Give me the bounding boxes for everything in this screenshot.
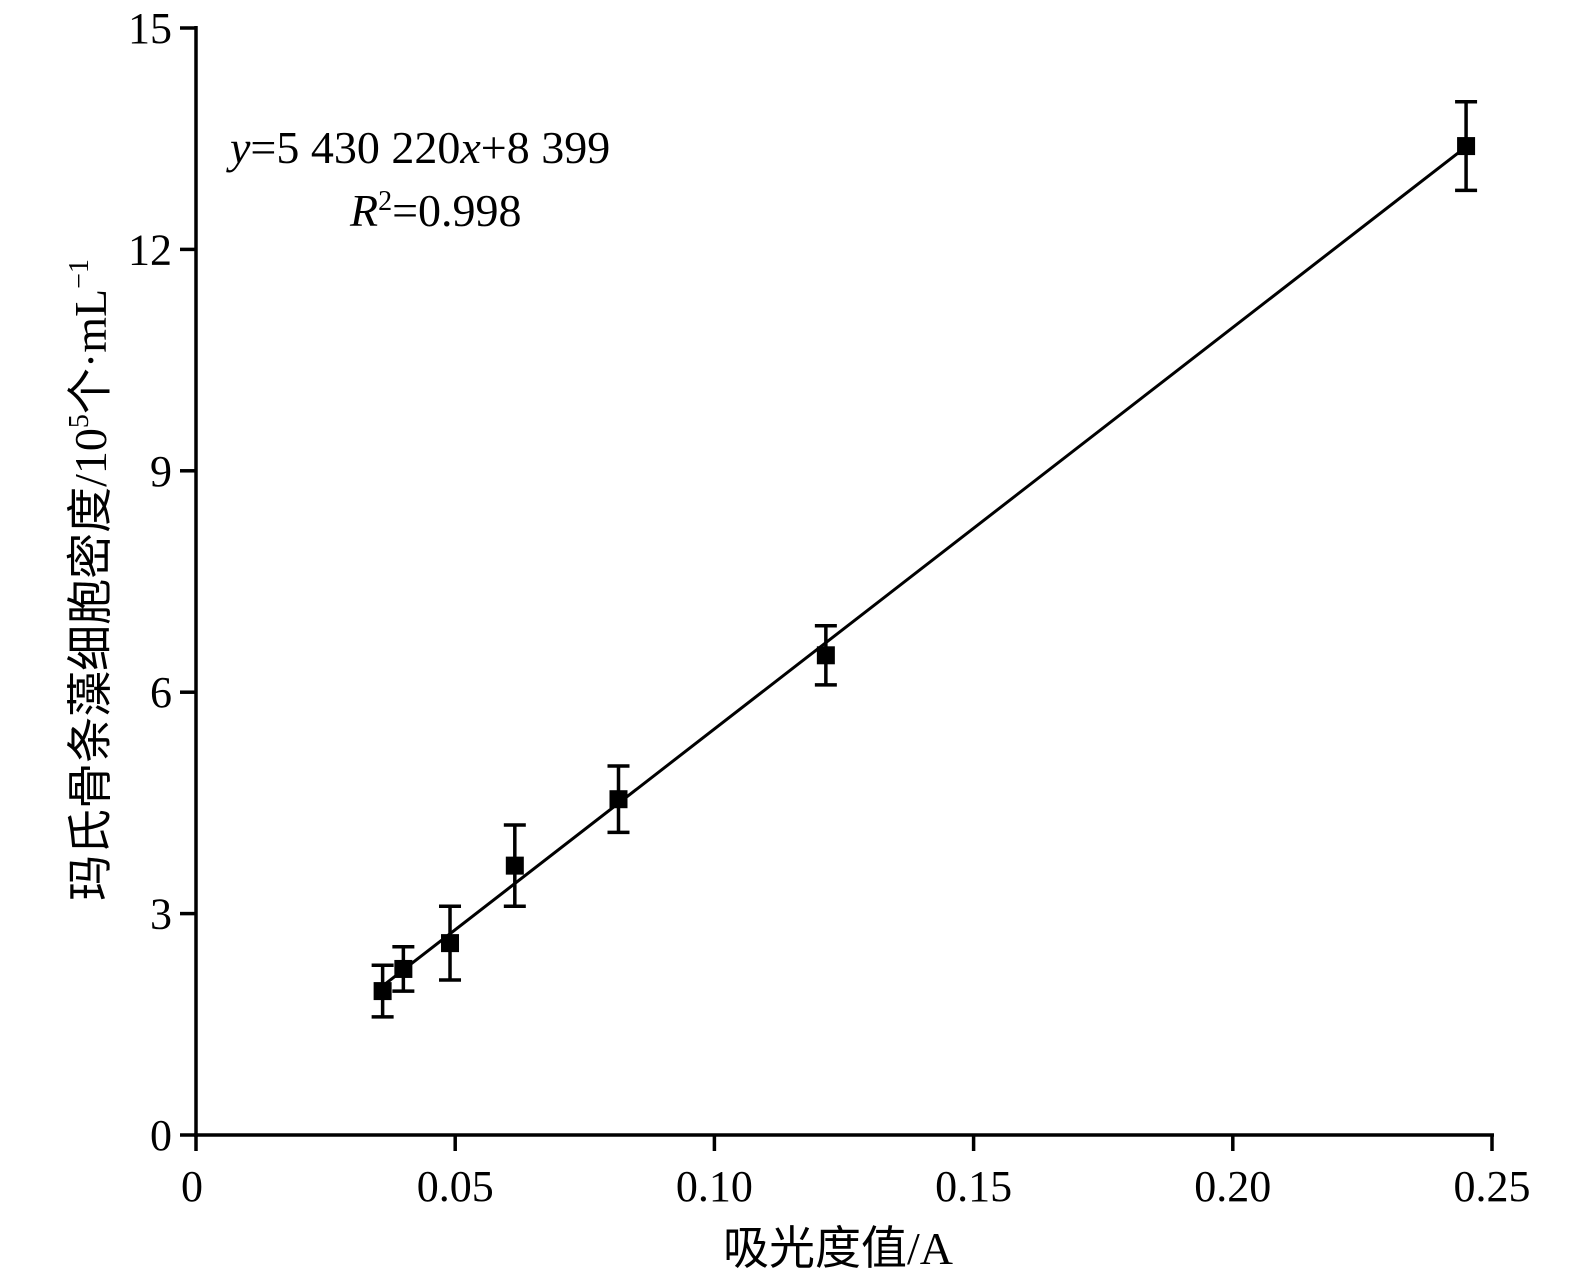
data-point bbox=[439, 904, 462, 982]
square-marker bbox=[816, 646, 835, 665]
y-tick-label: 15 bbox=[128, 4, 172, 53]
axes bbox=[194, 26, 1494, 1137]
eq-x: x bbox=[459, 122, 481, 173]
x-tick-label: 0.15 bbox=[935, 1162, 1012, 1211]
y-axis-title-unit: 个·mL bbox=[65, 289, 116, 414]
y-tick-label: 12 bbox=[128, 225, 172, 274]
r-symbol: R bbox=[349, 185, 378, 236]
y-tick-label: 9 bbox=[150, 447, 172, 496]
x-ticks: 0 0.05 0.10 0.15 0.20 0.25 bbox=[181, 1135, 1531, 1211]
square-marker bbox=[505, 856, 524, 875]
data-points bbox=[371, 100, 1478, 1019]
x-tick-label: 0.20 bbox=[1194, 1162, 1271, 1211]
r-squared: R2=0.998 bbox=[349, 185, 522, 236]
regression-line bbox=[381, 145, 1467, 988]
data-point bbox=[371, 963, 394, 1019]
y-ticks: 0 3 6 9 12 15 bbox=[128, 4, 196, 1160]
square-marker bbox=[373, 982, 392, 1001]
square-marker bbox=[394, 959, 413, 978]
data-point bbox=[814, 624, 837, 687]
data-point bbox=[503, 823, 526, 908]
regression-equation: y=5 430 220x+8 399 bbox=[226, 122, 610, 173]
r-value: =0.998 bbox=[392, 185, 521, 236]
y-tick-label: 3 bbox=[150, 890, 172, 939]
eq-y: y bbox=[226, 122, 251, 173]
x-tick-label: 0.25 bbox=[1454, 1162, 1531, 1211]
fit-line-group bbox=[381, 145, 1467, 988]
data-point bbox=[392, 945, 415, 993]
data-point bbox=[1455, 100, 1478, 193]
y-axis-title-unit-exp: −1 bbox=[64, 259, 95, 289]
x-tick-label: 0.10 bbox=[676, 1162, 753, 1211]
y-axis-title-exp: 5 bbox=[64, 414, 95, 428]
x-tick-label: 0.05 bbox=[417, 1162, 494, 1211]
eq-intercept: +8 399 bbox=[481, 122, 610, 173]
y-tick-label: 0 bbox=[150, 1111, 172, 1160]
square-marker bbox=[1457, 137, 1476, 156]
x-axis-title: 吸光度值/A bbox=[723, 1223, 953, 1274]
y-tick-label: 6 bbox=[150, 668, 172, 717]
square-marker bbox=[609, 790, 628, 809]
data-point bbox=[607, 764, 630, 835]
x-tick-label: 0 bbox=[181, 1162, 203, 1211]
r-exponent: 2 bbox=[378, 186, 392, 217]
y-axis-title-main: 玛氏骨条藻细胞密度/10 bbox=[65, 428, 116, 901]
eq-slope: =5 430 220 bbox=[250, 122, 460, 173]
square-marker bbox=[441, 934, 460, 953]
y-axis-title: 玛氏骨条藻细胞密度/105个·mL−1 bbox=[64, 259, 116, 901]
